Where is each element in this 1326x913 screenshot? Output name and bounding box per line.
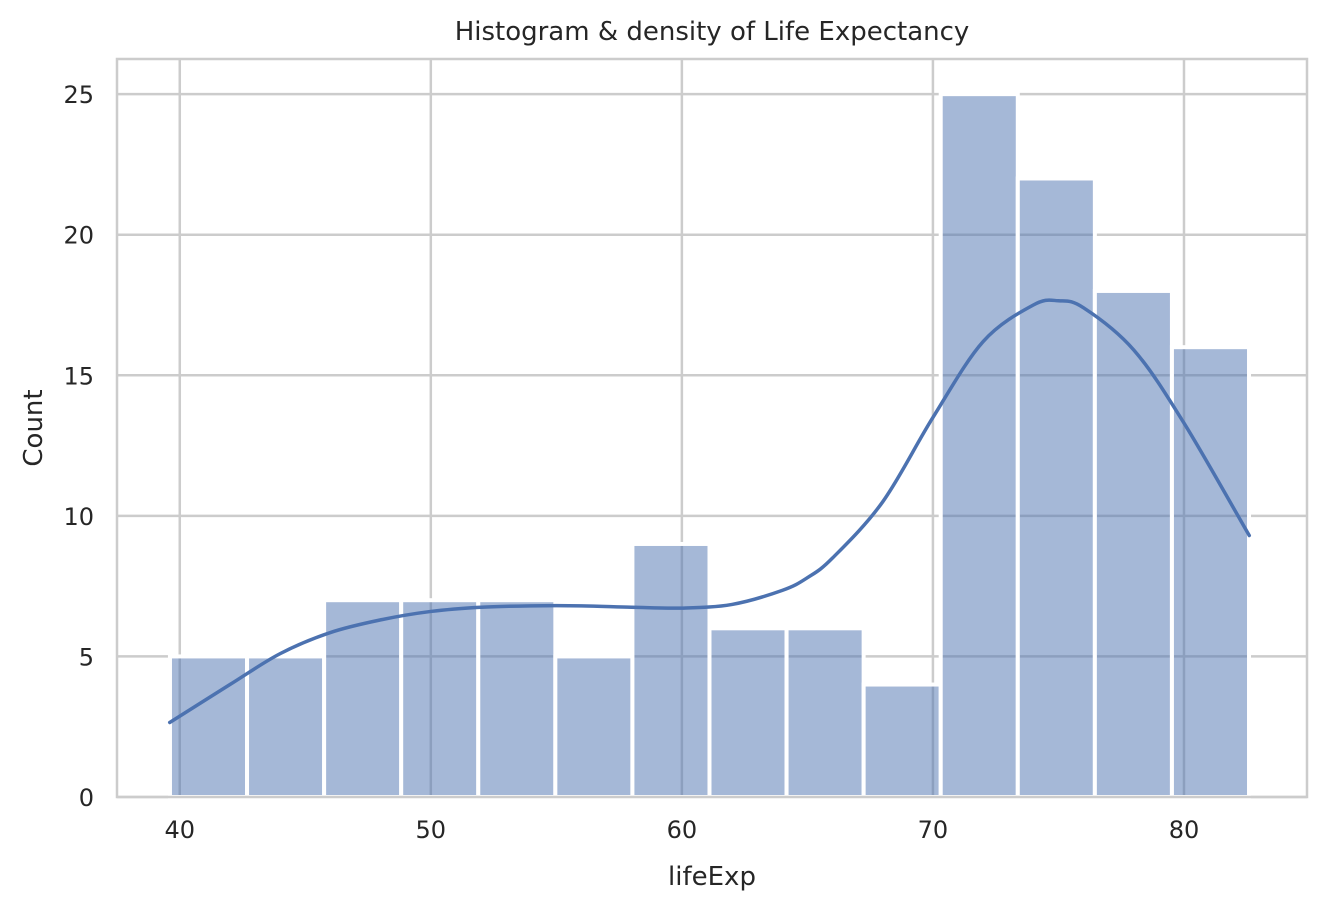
histogram-bar (1092, 288, 1174, 799)
histogram-bar (784, 626, 866, 799)
histogram-bar (938, 92, 1020, 799)
x-tick-label: 70 (918, 816, 949, 844)
histogram-bar (553, 654, 635, 800)
curve-layer (167, 298, 1252, 725)
histogram-bar (476, 598, 558, 800)
y-tick-labels: 0 5 10 15 20 25 (63, 81, 94, 812)
histogram-bar (322, 598, 404, 800)
y-tick-label: 10 (63, 503, 94, 531)
x-tick-label: 50 (416, 816, 447, 844)
axes-frame (115, 57, 1309, 799)
chart-title: Histogram & density of Life Expectancy (455, 17, 970, 47)
x-tick-label: 60 (667, 816, 698, 844)
histogram-bar (630, 541, 712, 799)
y-tick-label: 25 (63, 81, 94, 109)
y-tick-label: 20 (63, 222, 94, 250)
histogram-bar (167, 654, 250, 800)
bars-layer (167, 92, 1252, 800)
histogram-bar (707, 626, 789, 799)
histogram-bar (399, 598, 481, 800)
x-tick-label: 80 (1169, 816, 1200, 844)
x-axis-label: lifeExp (668, 862, 756, 892)
histogram-bar (1169, 345, 1252, 799)
x-tick-label: 40 (164, 816, 195, 844)
x-tick-labels: 40 50 60 70 80 (164, 816, 1199, 844)
y-tick-label: 0 (79, 784, 94, 812)
histogram-bar (1015, 176, 1097, 799)
y-tick-label: 15 (63, 362, 94, 390)
y-axis-label: Count (19, 389, 49, 466)
density-curve (167, 298, 1252, 725)
y-tick-label: 5 (79, 643, 94, 671)
histogram-bar (245, 654, 327, 800)
histogram-bar (861, 682, 943, 799)
